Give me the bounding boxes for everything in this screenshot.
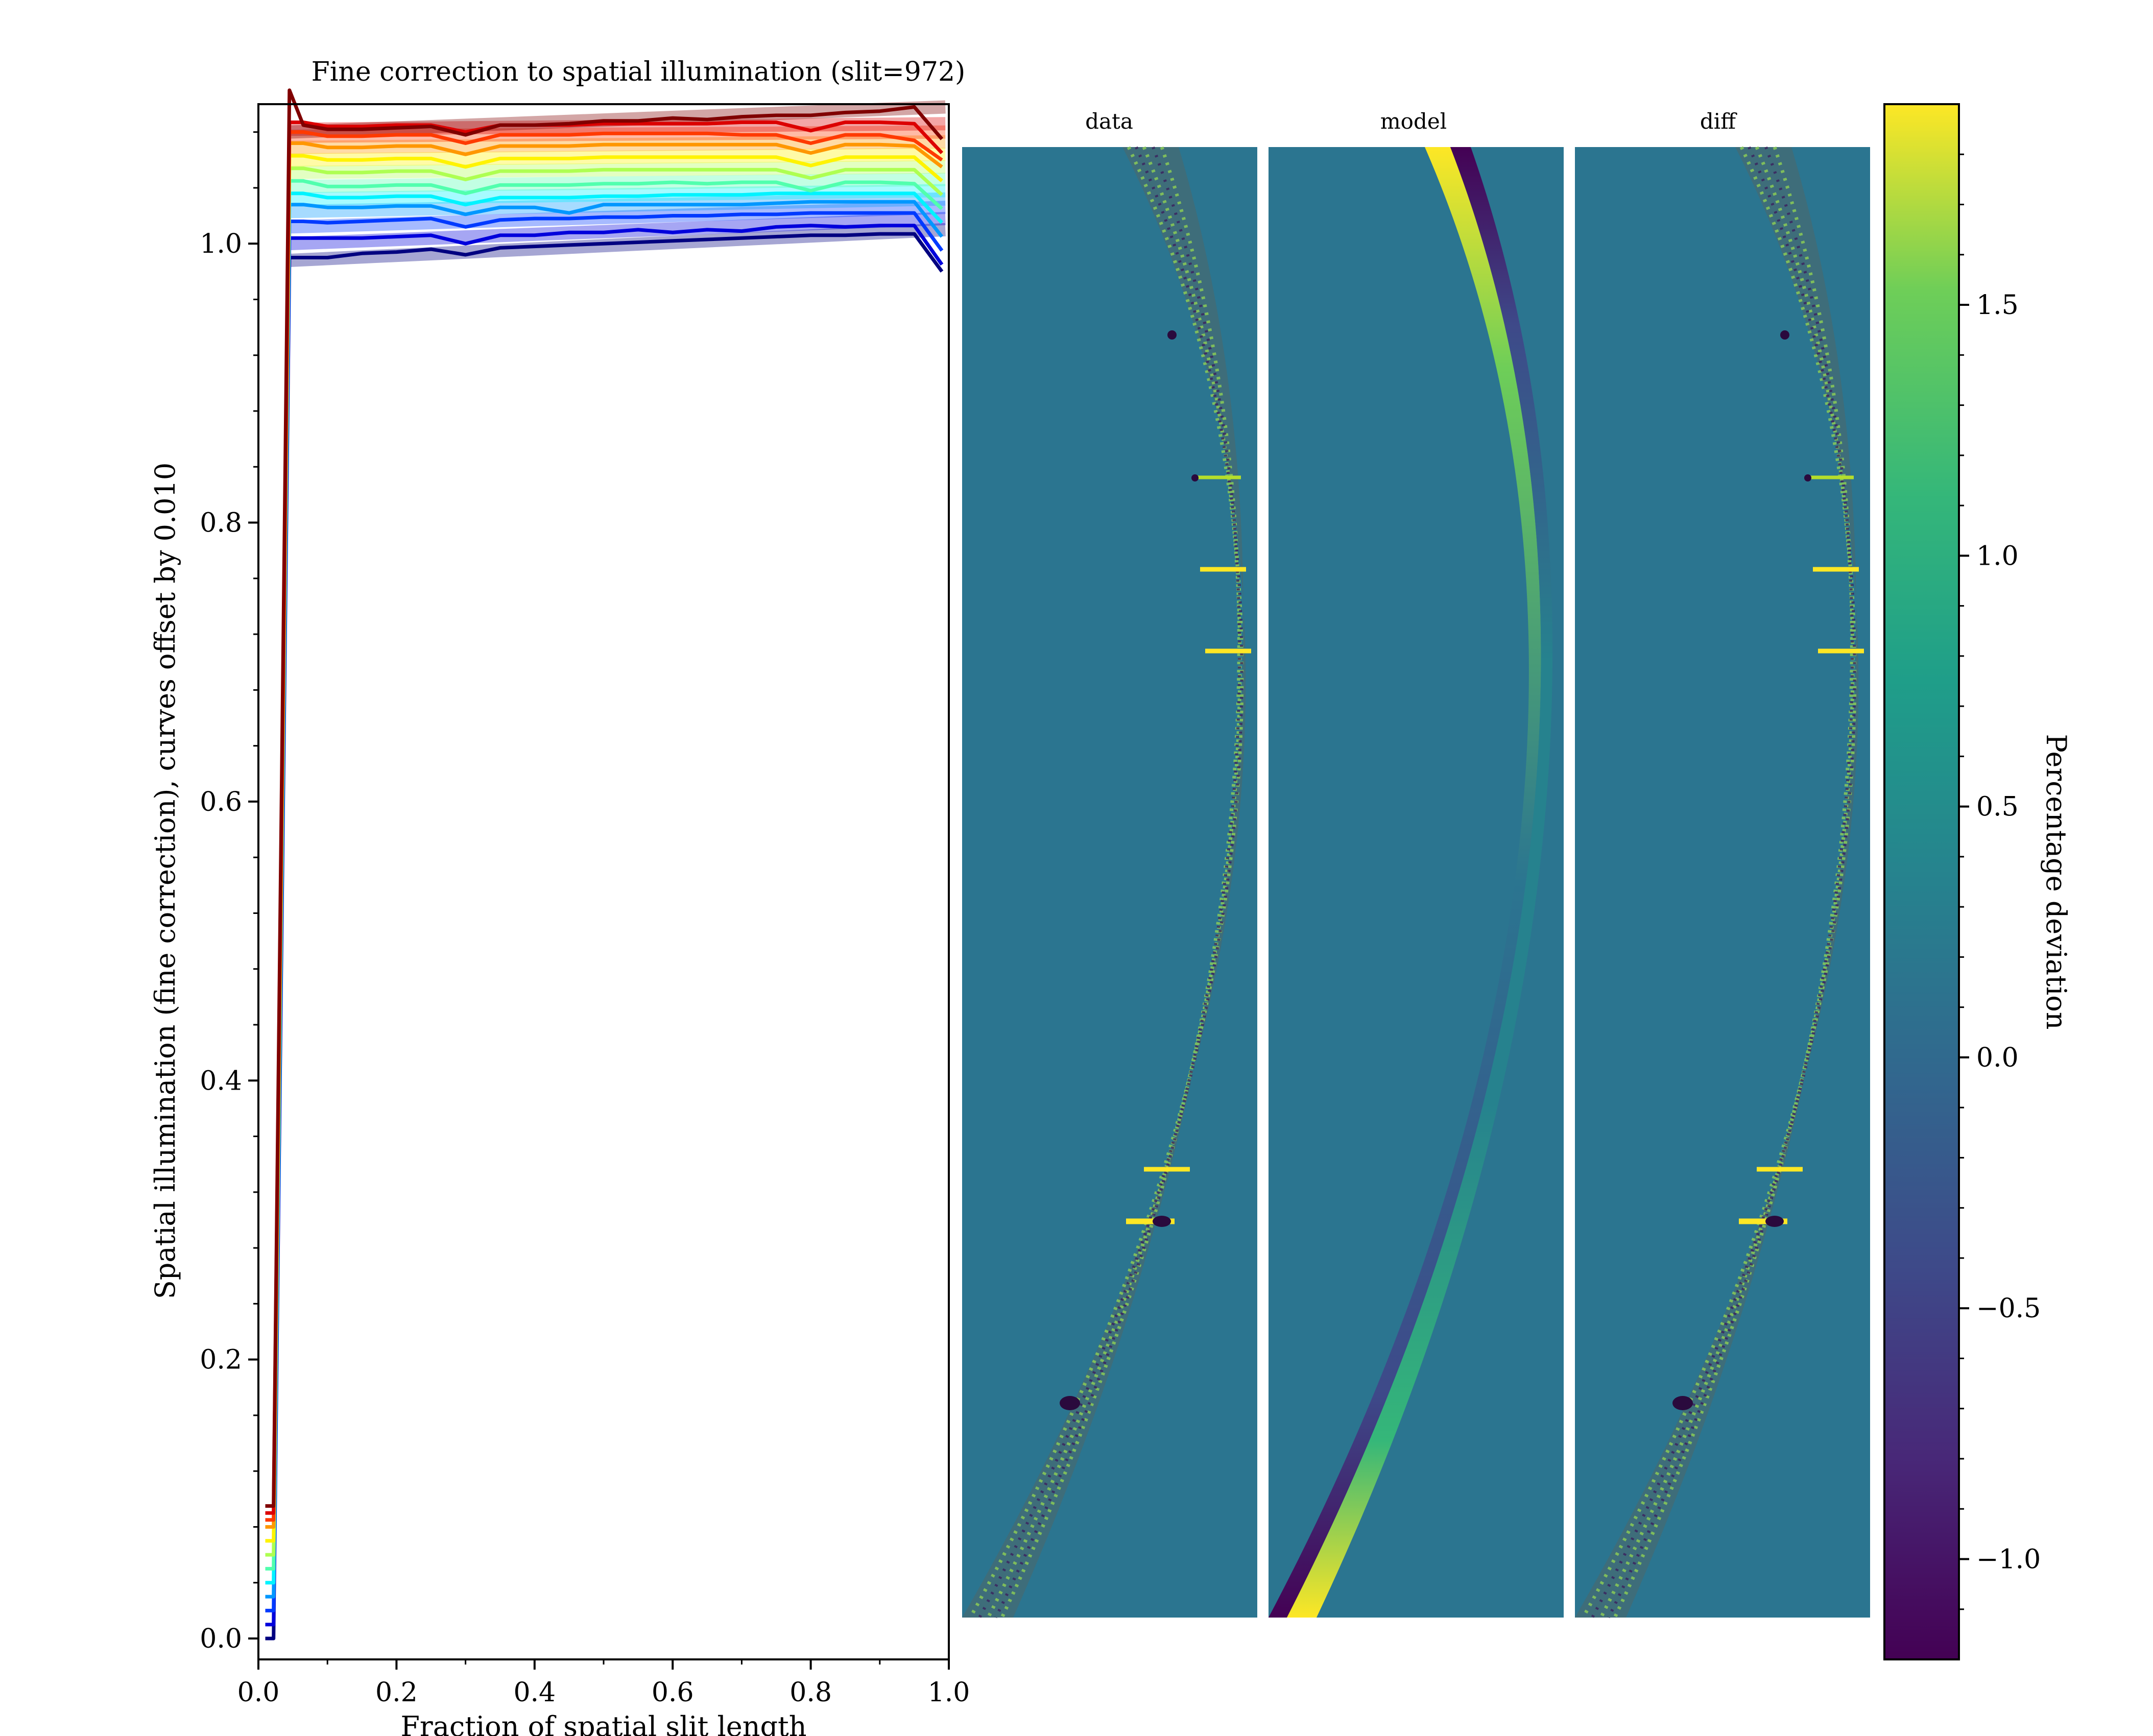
x-axis-label: Fraction of spatial slit length: [400, 1710, 806, 1736]
chart-title: Fine correction to spatial illumination …: [312, 57, 966, 87]
diff-panel-arc-noise: [1581, 146, 1857, 1619]
data-panel-arc-noise-dark: [978, 146, 1243, 1619]
data-panel-blob: [1060, 1396, 1080, 1410]
illumination-line-chart: Fine correction to spatial illumination …: [149, 57, 970, 1736]
series-line: [265, 200, 944, 1599]
y-tick-label: 0.2: [200, 1345, 242, 1376]
colorbar-ticks: −1.0 −0.5 0.0 0.5 1.0 1.5: [1959, 153, 2041, 1610]
data-panel-background: [962, 147, 1257, 1618]
diff-panel-blob: [1804, 474, 1811, 481]
data-panel-arc-noise: [968, 146, 1244, 1619]
diff-panel-blob: [1765, 1216, 1784, 1227]
diff-panel-title: diff: [1700, 109, 1737, 134]
series-line: [265, 166, 943, 1557]
series-line: [265, 224, 944, 1627]
diff-panel-arc-noise-dark: [1591, 146, 1856, 1619]
model-panel-arc-right: [1287, 147, 1553, 1618]
diff-panel-background: [1575, 147, 1870, 1618]
series-line: [265, 141, 943, 1529]
colorbar-label: Percentage deviation: [2040, 734, 2072, 1030]
series-line: [265, 191, 944, 1585]
model-panel-arc-left: [1269, 147, 1541, 1618]
series-layer: [265, 88, 946, 1641]
colorbar-tick-label: 0.0: [1976, 1043, 2019, 1073]
series-line: [265, 130, 943, 1522]
model-panel-title: model: [1380, 109, 1447, 134]
series-line: [265, 120, 944, 1515]
y-axis-label: Spatial illumination (fine correction), …: [149, 463, 181, 1299]
ticks-layer: 0.0 0.2 0.4 0.6 0.8 1.0 0.0 0.2 0.4 0.6 0.8 1.0: [200, 131, 970, 1708]
series-line: [265, 179, 943, 1571]
y-tick-label: 0.4: [200, 1066, 242, 1096]
model-panel: model: [1269, 109, 1564, 1618]
image-panels: data model diff: [962, 109, 1870, 1619]
series-line: [265, 211, 944, 1612]
colorbar-gradient: [1883, 103, 1960, 1660]
diff-panel: diff: [1575, 109, 1870, 1619]
data-panel-title: data: [1085, 109, 1133, 134]
data-panel-blob: [1191, 474, 1199, 481]
data-panel-blob: [1153, 1216, 1171, 1227]
diff-panel-blob: [1780, 330, 1789, 340]
x-tick-label: 1.0: [928, 1677, 970, 1708]
y-tick-label: 0.0: [200, 1624, 242, 1654]
series-line: [265, 154, 943, 1543]
y-tick-label: 0.8: [200, 508, 242, 539]
x-tick-label: 0.8: [790, 1677, 832, 1708]
colorbar-tick-label: −1.0: [1976, 1544, 2041, 1575]
colorbar-tick-label: 1.5: [1976, 290, 2019, 321]
data-panel: data: [962, 109, 1257, 1619]
diff-panel-blob: [1672, 1396, 1693, 1410]
colorbar: −1.0 −0.5 0.0 0.5 1.0 1.5 Percentage deviatio…: [1883, 103, 2072, 1660]
colorbar-tick-label: 1.0: [1976, 541, 2019, 571]
data-panel-blob: [1167, 330, 1177, 340]
colorbar-tick-label: 0.5: [1976, 792, 2019, 823]
x-tick-label: 0.2: [375, 1677, 418, 1708]
series-line: [265, 88, 944, 1508]
plot-frame: [257, 103, 950, 1660]
series-line: [265, 232, 944, 1641]
colorbar-tick-label: −0.5: [1976, 1293, 2041, 1324]
x-tick-label: 0.0: [237, 1677, 280, 1708]
y-tick-label: 0.6: [200, 787, 242, 817]
x-tick-label: 0.4: [513, 1677, 556, 1708]
x-tick-label: 0.6: [652, 1677, 694, 1708]
y-tick-label: 1.0: [200, 229, 242, 259]
